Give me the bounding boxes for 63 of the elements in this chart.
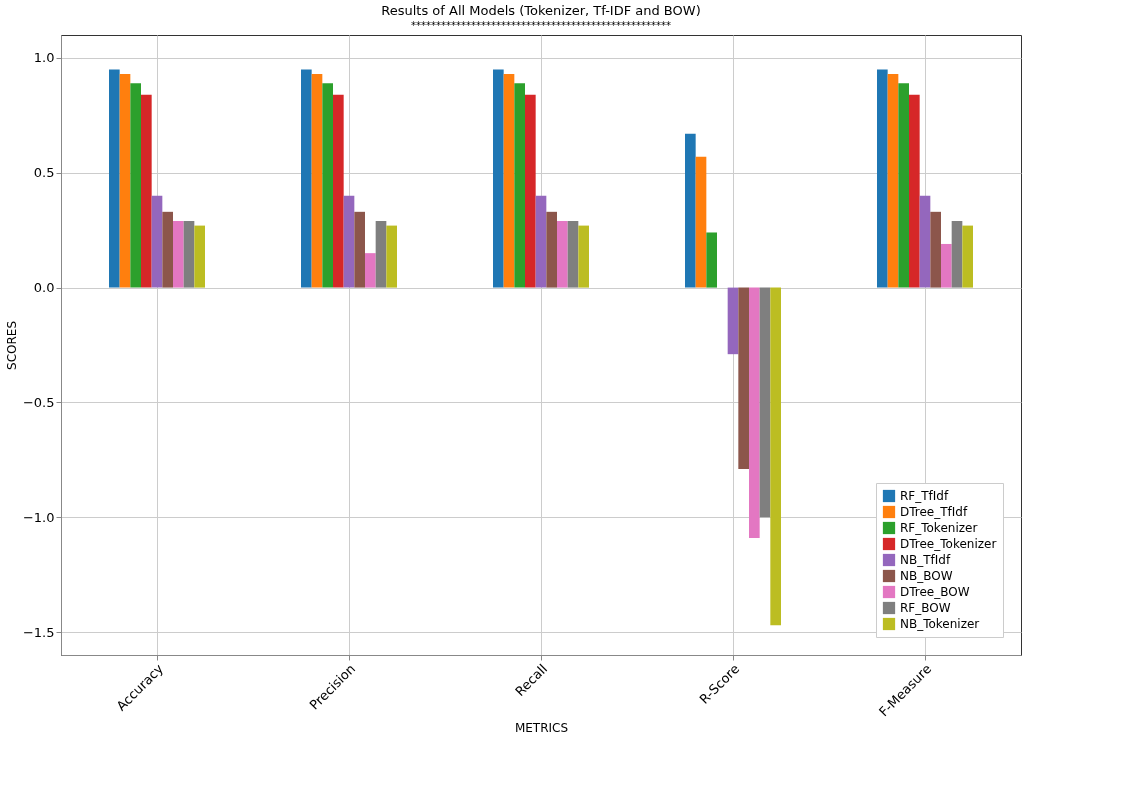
bar <box>322 83 333 288</box>
x-axis-title: METRICS <box>514 721 569 736</box>
bar <box>141 94 152 288</box>
y-tick-label: −1.0 <box>22 509 55 525</box>
bar <box>535 195 547 288</box>
bar <box>951 221 963 288</box>
bar <box>909 94 920 288</box>
bar <box>503 74 515 288</box>
bar <box>386 225 397 288</box>
bar <box>749 287 760 538</box>
bar <box>919 195 931 288</box>
bar <box>194 225 205 288</box>
bar <box>695 156 707 288</box>
bar <box>930 211 941 288</box>
y-tick-label: 0.5 <box>33 165 55 181</box>
legend-label: RF_Tokenizer <box>900 521 978 535</box>
y-axis-title: SCORES <box>4 321 19 370</box>
bar <box>759 287 771 518</box>
bar <box>493 69 504 288</box>
bar <box>162 211 173 288</box>
bar <box>962 225 973 288</box>
y-tick-label: 1.0 <box>33 50 55 66</box>
legend-label: RF_BOW <box>900 601 951 615</box>
y-tick-label: 0.0 <box>33 280 55 296</box>
bar <box>578 225 589 288</box>
bar <box>706 232 717 288</box>
legend-label: RF_TfIdf <box>900 489 949 503</box>
legend-label: DTree_Tokenizer <box>900 537 997 551</box>
legend-label: DTree_BOW <box>900 585 970 599</box>
bar <box>514 83 525 288</box>
bar <box>567 221 579 288</box>
bar <box>375 221 387 288</box>
bar <box>301 69 312 288</box>
bar <box>119 74 131 288</box>
bar <box>365 253 376 288</box>
legend-label: NB_Tokenizer <box>900 617 980 631</box>
bar <box>151 195 163 288</box>
bar <box>877 69 888 288</box>
y-tick-label: −1.5 <box>22 624 55 640</box>
bar <box>343 195 355 288</box>
bar <box>311 74 323 288</box>
chart-title: Results of All Models (Tokenizer, Tf-IDF and BOW) <box>381 3 701 18</box>
bar <box>770 287 781 626</box>
bar <box>130 83 141 288</box>
chart-subtitle: **************************************************** <box>411 20 671 31</box>
bar <box>898 83 909 288</box>
bar <box>557 221 568 288</box>
y-tick-label: −0.5 <box>22 394 55 410</box>
bar <box>173 221 184 288</box>
bar <box>941 243 952 288</box>
bar <box>333 94 344 288</box>
bar <box>685 133 696 288</box>
bar <box>354 211 365 288</box>
bar <box>525 94 536 288</box>
bar <box>738 287 749 469</box>
bar <box>887 74 899 288</box>
bar <box>183 221 195 288</box>
bar <box>546 211 557 288</box>
legend-label: DTree_TfIdf <box>900 505 968 519</box>
legend-label: NB_BOW <box>900 569 953 583</box>
bar <box>727 287 739 355</box>
bar <box>109 69 120 288</box>
legend-label: NB_TfIdf <box>900 553 951 567</box>
